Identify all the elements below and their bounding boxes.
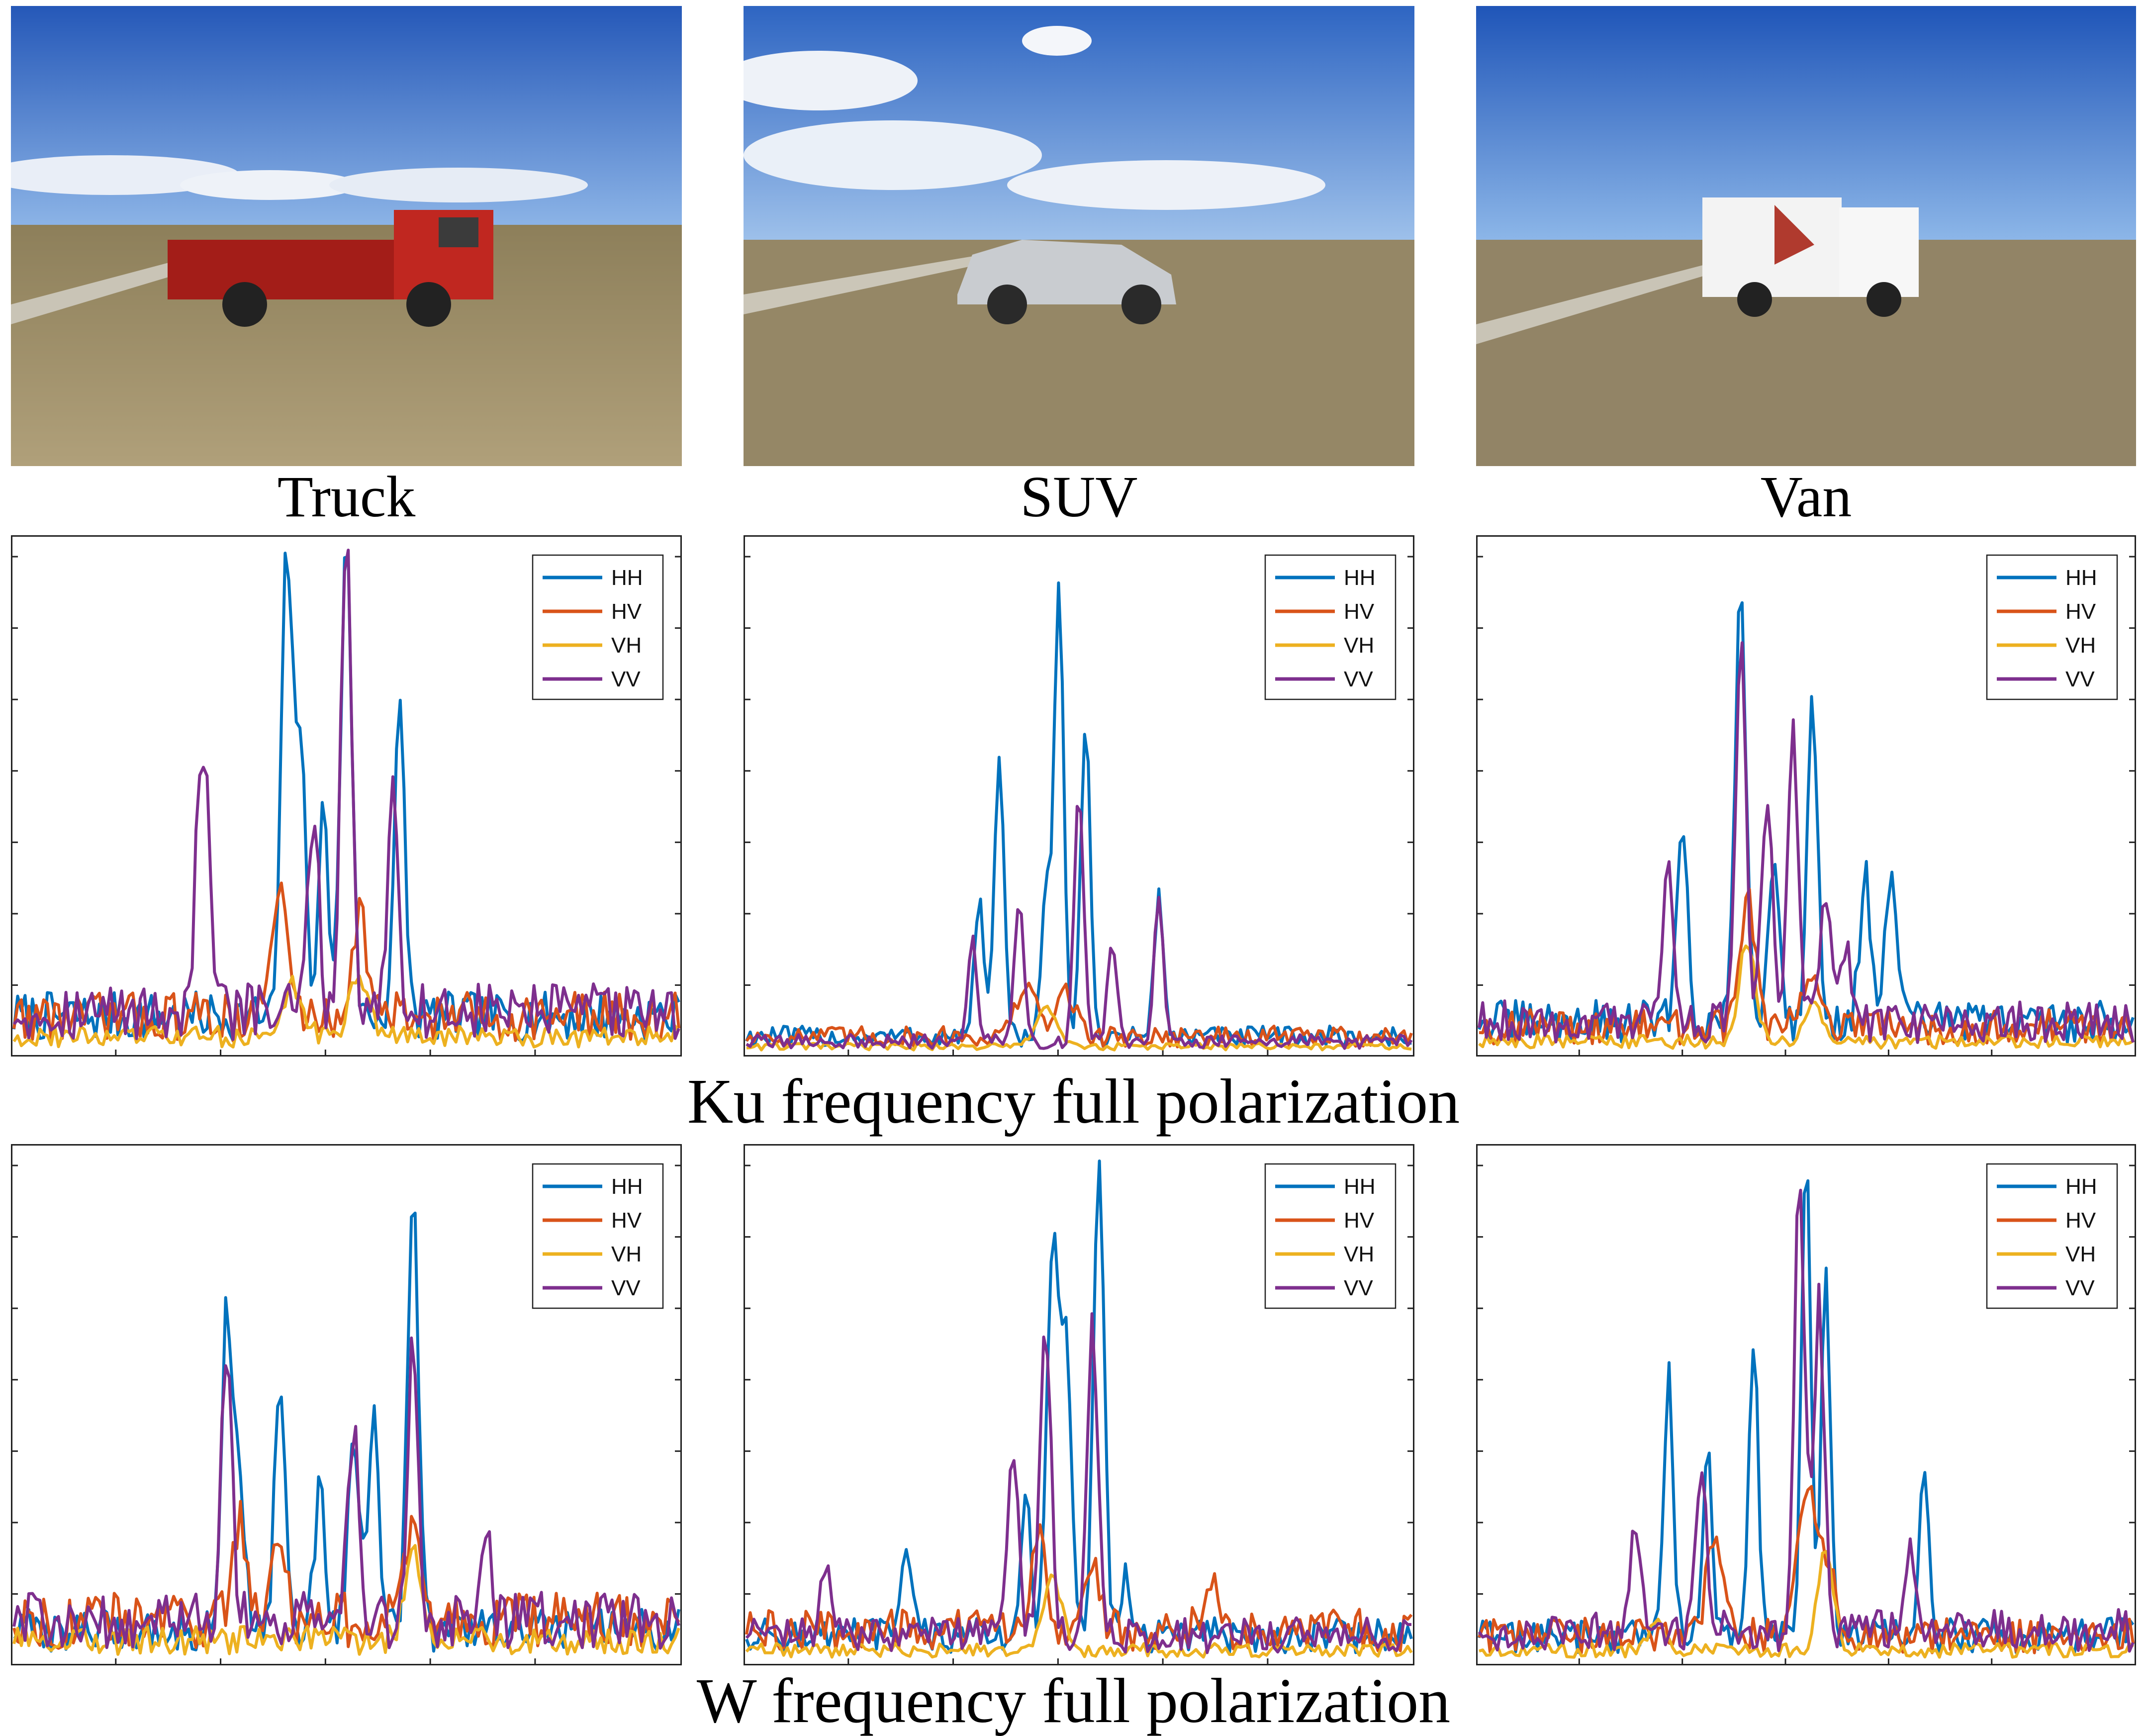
series-line-hv: [745, 981, 1413, 1049]
series-line-vv: [1478, 641, 2135, 1044]
chart-ku-suv: HH HV VH VV: [744, 535, 1414, 1057]
legend-label-vv: VV: [2065, 1276, 2095, 1300]
chart-svg: HH HV VH VV: [1476, 1144, 2136, 1665]
chart-w-suv: HH HV VH VV: [744, 1144, 1414, 1665]
legend-label-vh: VH: [1344, 633, 1374, 658]
chart-w-truck: HH HV VH VV: [11, 1144, 682, 1665]
legend: HH HV VH VV: [1264, 554, 1397, 700]
legend-label-vh: VH: [611, 633, 642, 658]
truck-vehicle: [168, 210, 493, 327]
photo-truck: [11, 6, 682, 466]
legend-label-hv: HV: [2065, 599, 2096, 624]
legend-label-vh: VH: [611, 1242, 642, 1266]
chart-svg: HH HV VH VV: [744, 1144, 1414, 1665]
legend-label-vv: VV: [2065, 667, 2095, 691]
chart-svg: HH HV VH VV: [744, 535, 1414, 1057]
chart-svg: HH HV VH VV: [11, 535, 682, 1057]
legend-label-hh: HH: [1344, 1174, 1376, 1199]
chart-ku-van: HH HV VH VV: [1476, 535, 2136, 1057]
legend-label-hv: HV: [2065, 1208, 2096, 1233]
legend-label-vv: VV: [611, 667, 641, 691]
suv-vehicle: [957, 240, 1176, 324]
legend-label-hh: HH: [611, 1174, 643, 1199]
van-caption: Van: [1760, 464, 1852, 529]
chart-svg: HH HV VH VV: [11, 1144, 682, 1665]
chart-ku-truck: HH HV VH VV: [11, 535, 682, 1057]
legend: HH HV VH VV: [1986, 554, 2118, 700]
legend-label-vh: VH: [2065, 1242, 2096, 1266]
series-line-hh: [1478, 1179, 2135, 1654]
series-line-vv: [1478, 1188, 2135, 1653]
truck-caption: Truck: [277, 464, 416, 529]
legend: HH HV VH VV: [532, 1163, 664, 1309]
chart-w-van: HH HV VH VV: [1476, 1144, 2136, 1665]
legend-label-hv: HV: [611, 1208, 642, 1233]
legend: HH HV VH VV: [532, 554, 664, 700]
legend-label-hh: HH: [1344, 566, 1376, 590]
chart-svg: HH HV VH VV: [1476, 535, 2136, 1057]
legend-label-hh: HH: [2065, 1174, 2097, 1199]
legend-label-vh: VH: [1344, 1242, 1374, 1266]
series-line-vv: [746, 805, 1413, 1050]
legend-label-hv: HV: [1344, 1208, 1375, 1233]
van-vehicle: [1702, 197, 1919, 317]
series-line-vv: [745, 1312, 1411, 1654]
legend-label-hh: HH: [611, 566, 643, 590]
photo-van: [1476, 6, 2136, 466]
legend: HH HV VH VV: [1986, 1163, 2118, 1309]
suv-caption: SUV: [1020, 464, 1138, 529]
ku-row-caption: Ku frequency full polarization: [687, 1066, 1460, 1137]
legend-label-vv: VV: [611, 1276, 641, 1300]
series-line-vv: [12, 549, 680, 1041]
series-line-hv: [1479, 887, 2135, 1046]
legend-label-hv: HV: [1344, 599, 1375, 624]
legend-label-vv: VV: [1344, 1276, 1373, 1300]
legend-label-vh: VH: [2065, 633, 2096, 658]
legend-label-hv: HV: [611, 599, 642, 624]
legend: HH HV VH VV: [1264, 1163, 1397, 1309]
w-row-caption: W frequency full polarization: [696, 1665, 1451, 1736]
legend-label-vv: VV: [1344, 667, 1373, 691]
photo-suv: [744, 6, 1414, 466]
legend-label-hh: HH: [2065, 566, 2097, 590]
series-line-vv: [12, 1336, 680, 1650]
